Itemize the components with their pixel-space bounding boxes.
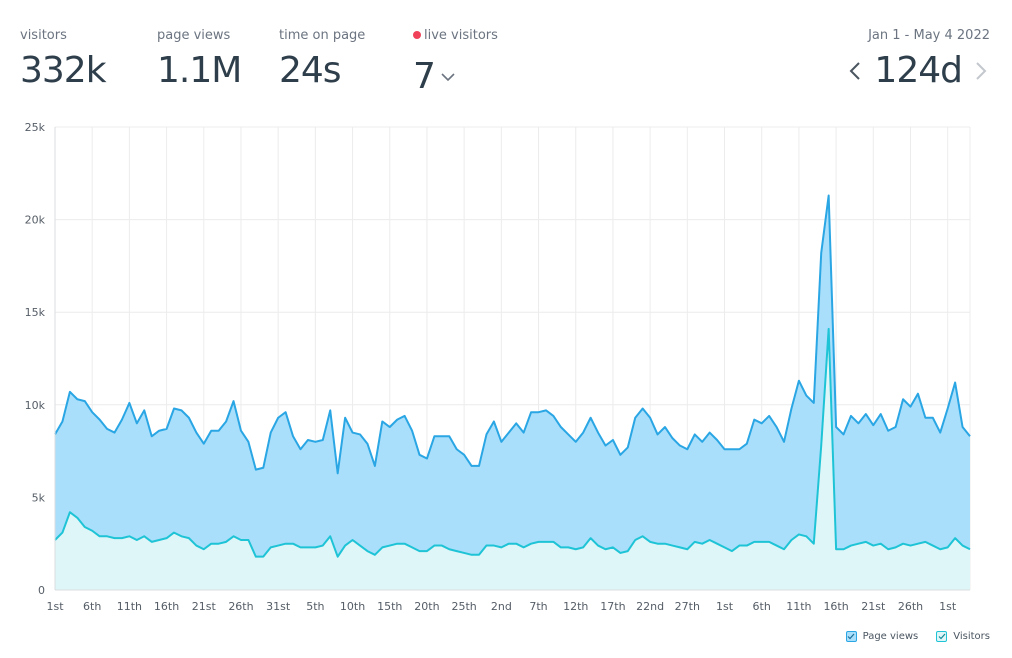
- stat-time-on-page[interactable]: time on page 24s: [279, 27, 365, 93]
- stat-page-views[interactable]: page views 1.1M: [157, 27, 242, 93]
- stat-label: live visitors: [424, 28, 498, 43]
- stat-label: time on page: [279, 28, 366, 43]
- x-tick-label: 21st: [861, 600, 886, 613]
- legend-label: Page views: [862, 631, 919, 642]
- legend-item-visitors[interactable]: Visitors: [936, 631, 990, 642]
- x-tick-label: 11th: [117, 600, 142, 613]
- visitors-line: [54, 327, 971, 558]
- y-tick-label: 10k: [25, 399, 46, 412]
- chevron-down-icon[interactable]: [441, 49, 455, 93]
- x-tick-label: 26th: [228, 600, 253, 613]
- page-views-area: [55, 195, 970, 590]
- x-tick-label: 1st: [939, 600, 957, 613]
- stat-value: 24s: [279, 50, 342, 91]
- x-tick-label: 25th: [451, 600, 476, 613]
- live-indicator-dot: [413, 31, 421, 39]
- x-tick-label: 16th: [823, 600, 848, 613]
- y-tick-label: 0: [38, 584, 45, 597]
- stat-value: 1.1M: [157, 50, 242, 91]
- x-tick-label: 2nd: [491, 600, 512, 613]
- page-views-line: [54, 194, 971, 475]
- checkbox-icon[interactable]: [936, 631, 948, 642]
- x-tick-label: 10th: [340, 600, 365, 613]
- x-tick-label: 22nd: [636, 600, 664, 613]
- legend-label: Visitors: [953, 631, 990, 642]
- x-tick-label: 6th: [83, 600, 101, 613]
- x-tick-label: 1st: [46, 600, 64, 613]
- x-tick-label: 16th: [154, 600, 179, 613]
- date-range-label: Jan 1 - May 4 2022: [868, 28, 990, 43]
- date-range-row: 124d: [846, 49, 990, 93]
- stat-label: visitors: [20, 28, 67, 43]
- stat-live-visitors[interactable]: live visitors 7: [413, 27, 498, 99]
- x-tick-label: 20th: [414, 600, 439, 613]
- x-tick-label: 27th: [675, 600, 700, 613]
- chevron-left-icon[interactable]: [846, 59, 864, 83]
- x-tick-label: 15th: [377, 600, 402, 613]
- x-tick-label: 11th: [786, 600, 811, 613]
- stat-visitors[interactable]: visitors 332k: [20, 27, 107, 93]
- x-tick-label: 12th: [563, 600, 588, 613]
- date-range: Jan 1 - May 4 2022 124d: [846, 27, 990, 93]
- x-tick-label: 31st: [266, 600, 291, 613]
- x-tick-label: 5th: [306, 600, 324, 613]
- chevron-right-icon[interactable]: [972, 59, 990, 83]
- chart-legend: Page views Visitors: [845, 631, 990, 642]
- y-tick-label: 15k: [25, 306, 46, 319]
- y-tick-label: 5k: [32, 491, 46, 504]
- traffic-chart: 0 5k 10k 15k 20k 25k 1st 6th 11th 16th 21st 26th 31s…: [25, 121, 971, 613]
- checkbox-icon[interactable]: [845, 631, 857, 642]
- date-range-value: 124d: [874, 50, 963, 91]
- y-tick-label: 25k: [25, 121, 46, 134]
- stat-value-row: 7: [413, 49, 498, 99]
- stat-label: page views: [157, 28, 231, 43]
- x-tick-label: 21st: [192, 600, 217, 613]
- legend-item-page-views[interactable]: Page views: [845, 631, 919, 642]
- x-tick-label: 26th: [898, 600, 923, 613]
- x-tick-label: 17th: [600, 600, 625, 613]
- y-tick-label: 20k: [25, 214, 46, 227]
- stat-value: 7: [413, 56, 436, 97]
- x-tick-label: 7th: [529, 600, 547, 613]
- x-tick-label: 6th: [753, 600, 771, 613]
- stat-label-row: live visitors: [413, 27, 498, 45]
- stat-value: 332k: [20, 50, 107, 91]
- x-tick-label: 1st: [716, 600, 734, 613]
- visitors-area: [55, 328, 970, 590]
